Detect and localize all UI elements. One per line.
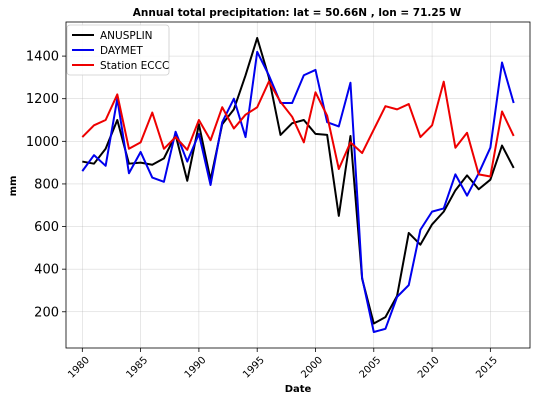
x-tick-label: 2015 (474, 355, 500, 381)
y-tick-label: 600 (34, 220, 59, 235)
grid (66, 22, 530, 348)
x-tick-label: 2000 (299, 355, 325, 381)
y-tick-label: 1200 (26, 92, 59, 107)
plot-frame (65, 21, 531, 349)
series-line-daymet (81, 50, 515, 334)
x-tick-label: 1985 (124, 355, 150, 381)
y-axis-label: mm (8, 176, 19, 197)
series-lines (81, 36, 515, 334)
y-tick-label: 1000 (26, 135, 59, 150)
legend-entry: DAYMET (72, 45, 143, 57)
legend-label: DAYMET (100, 45, 143, 57)
y-axis: 200 400 600 800 1000 1200 1400 (26, 50, 66, 320)
y-tick-label: 800 (34, 177, 59, 192)
x-tick-label: 1980 (66, 355, 92, 381)
x-axis: 1980 1985 1990 1995 2000 2005 2010 2015 (66, 348, 500, 381)
series-line-station-eccc (81, 80, 515, 178)
x-axis-label: Date (285, 384, 312, 395)
y-tick-label: 1400 (26, 50, 59, 65)
y-tick-label: 200 (34, 305, 59, 320)
legend-box (66, 24, 170, 76)
legend: ANUSPLIN DAYMET Station ECCC (66, 24, 170, 76)
legend-entry: Station ECCC (72, 60, 169, 72)
legend-label: Station ECCC (100, 60, 169, 72)
series-line-anusplin (82, 36, 515, 325)
x-tick-label: 2005 (358, 355, 384, 381)
y-tick-label: 400 (34, 263, 59, 278)
x-tick-label: 1995 (241, 355, 267, 381)
x-tick-label: 2010 (416, 355, 442, 381)
legend-label: ANUSPLIN (100, 30, 153, 42)
legend-entry: ANUSPLIN (72, 30, 153, 42)
chart-title: Annual total precipitation: lat = 50.66N… (133, 7, 462, 19)
x-tick-label: 1990 (183, 355, 209, 381)
